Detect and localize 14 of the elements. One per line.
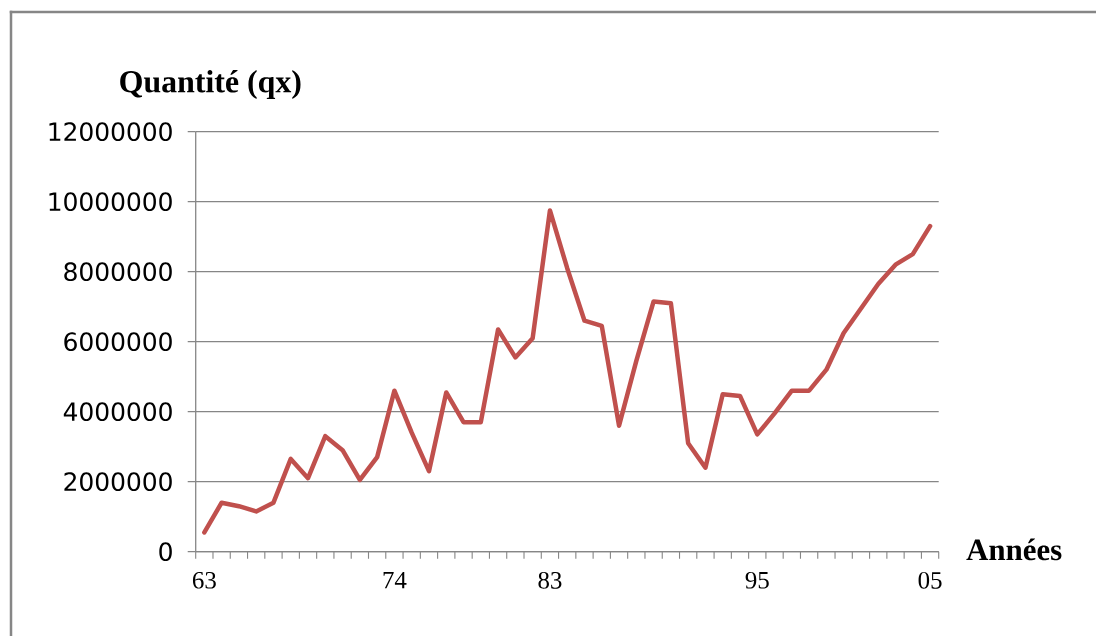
- y-tick-label: 4000000: [63, 402, 172, 422]
- y-tick-label: 0: [159, 542, 172, 562]
- y-tick-label: 6000000: [64, 332, 172, 352]
- y-axis-title: Quantité (qx): [120, 70, 301, 99]
- y-tick-label: 8000000: [64, 262, 172, 282]
- x-tick-label: 05: [918, 571, 942, 589]
- y-tick-label: 10000000: [49, 192, 172, 212]
- y-tick-label: 2000000: [64, 472, 172, 492]
- x-tick-label: 83: [538, 571, 562, 589]
- x-axis-title: Années: [966, 538, 1062, 561]
- x-tick-label: 95: [745, 571, 769, 589]
- x-tick-label: 74: [383, 571, 407, 589]
- y-tick-label: 12000000: [49, 122, 172, 142]
- x-tick-label: 63: [192, 571, 216, 589]
